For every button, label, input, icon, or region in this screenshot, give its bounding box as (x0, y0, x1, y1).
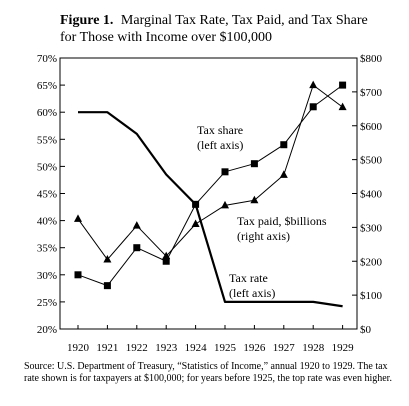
series-line-tax-share (77, 84, 343, 287)
left-tick-label: 35% (37, 243, 57, 255)
tax-share-label: (left axis) (197, 138, 243, 152)
left-tick-label: 50% (37, 161, 57, 173)
tax-share-label: Tax share (197, 123, 243, 137)
figure-chart: Figure 1. Marginal Tax Rate, Tax Paid, a… (37, 13, 383, 354)
tax-share-point (103, 282, 111, 290)
tax-paid-point (132, 221, 141, 229)
tax-paid-point (221, 200, 229, 209)
tax-paid-point (103, 255, 112, 263)
right-axis: $0 $100 $200 $300 $400 $500 $600 $700 $800 (352, 53, 383, 336)
left-tick-label: 20% (37, 324, 57, 336)
tax-share-point (339, 81, 347, 89)
source-note: Source: U.S. Department of Treasury, “St… (24, 361, 392, 384)
right-tick-label: $500 (360, 155, 383, 167)
left-tick-label: 55% (37, 134, 57, 146)
right-tick-label: $100 (360, 290, 383, 302)
right-tick-label: $600 (360, 121, 383, 133)
right-tick-label: $400 (360, 189, 383, 201)
tax-paid-point (309, 80, 318, 89)
annotation-layer: Tax share(left axis)Tax paid, $billions(… (197, 123, 327, 300)
tax-paid-point (191, 219, 200, 227)
tax-paid-point (74, 214, 82, 222)
tax-share-point (74, 271, 82, 279)
tax-share-point (192, 200, 200, 208)
x-tick-label: 1925 (214, 342, 237, 354)
x-tick-label: 1920 (67, 342, 90, 354)
tax-share-point (309, 103, 317, 111)
x-tick-label: 1923 (155, 342, 178, 354)
right-tick-label: $200 (360, 256, 383, 268)
tax-paid-point (279, 170, 288, 178)
right-tick-label: $0 (360, 324, 372, 336)
x-tick-label: 1928 (302, 342, 325, 354)
right-tick-label: $800 (360, 53, 383, 65)
tax-rate-label: Tax rate (229, 271, 268, 285)
tax-share-point (221, 168, 229, 176)
right-tick-label: $300 (360, 222, 383, 234)
x-tick-label: 1926 (243, 342, 266, 354)
tax-paid-label: Tax paid, $billions (237, 214, 327, 228)
series-line-tax-paid (77, 84, 343, 261)
tax-share-point (250, 160, 258, 168)
title-figure-label: Figure 1. (60, 13, 113, 28)
left-tick-label: 60% (37, 107, 57, 119)
title-main: Marginal Tax Rate, Tax Paid, and Tax Sha… (121, 13, 368, 28)
chart-title: Figure 1. Marginal Tax Rate, Tax Paid, a… (60, 13, 368, 28)
left-tick-label: 65% (37, 80, 57, 92)
x-tick-label: 1929 (332, 342, 355, 354)
x-tick-label: 1927 (273, 342, 296, 354)
series-layer (74, 80, 347, 308)
chart-subtitle: for Those with Income over $100,000 (60, 30, 272, 45)
x-tick-label: 1921 (96, 342, 118, 354)
left-tick-label: 45% (37, 189, 57, 201)
tax-share-point (280, 141, 288, 149)
left-tick-label: 30% (37, 270, 57, 282)
tax-paid-point (338, 102, 347, 111)
tax-paid-label: (right axis) (237, 229, 290, 243)
left-tick-label: 70% (37, 53, 57, 65)
left-tick-label: 25% (37, 297, 57, 309)
tax-paid-point (250, 195, 259, 204)
x-tick-label: 1924 (185, 342, 208, 354)
tax-rate-label: (left axis) (229, 286, 275, 300)
series-line-tax-rate (78, 111, 343, 308)
left-tick-label: 40% (37, 216, 57, 228)
tax-share-point (162, 257, 170, 265)
tax-share-point (133, 244, 141, 252)
right-tick-label: $700 (360, 87, 383, 99)
x-tick-label: 1922 (126, 342, 148, 354)
x-axis: 1920 1921 1922 1923 1924 1925 1926 1927 1928 1929 (67, 325, 354, 354)
left-axis: 20% 25% 30% 35% 40% 45% 50% 55% 60% 65% 70% (37, 53, 65, 336)
tax-paid-point (162, 251, 171, 260)
